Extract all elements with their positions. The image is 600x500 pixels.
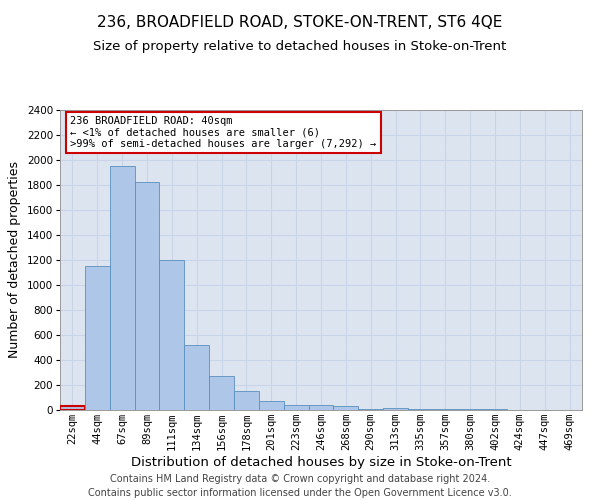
- Bar: [308, 405, 334, 410]
- Bar: [284, 405, 308, 410]
- Bar: [60, 406, 85, 410]
- Bar: [334, 406, 358, 410]
- Bar: [110, 166, 134, 410]
- Text: 236, BROADFIELD ROAD, STOKE-ON-TRENT, ST6 4QE: 236, BROADFIELD ROAD, STOKE-ON-TRENT, ST…: [97, 15, 503, 30]
- Text: Size of property relative to detached houses in Stoke-on-Trent: Size of property relative to detached ho…: [94, 40, 506, 53]
- Bar: [85, 266, 110, 410]
- Bar: [408, 409, 433, 410]
- Bar: [184, 345, 209, 410]
- X-axis label: Distribution of detached houses by size in Stoke-on-Trent: Distribution of detached houses by size …: [131, 456, 511, 469]
- Bar: [234, 391, 259, 410]
- Bar: [358, 409, 383, 410]
- Bar: [383, 408, 408, 410]
- Bar: [259, 400, 284, 410]
- Bar: [134, 182, 160, 410]
- Y-axis label: Number of detached properties: Number of detached properties: [8, 162, 21, 358]
- Text: Contains HM Land Registry data © Crown copyright and database right 2024.
Contai: Contains HM Land Registry data © Crown c…: [88, 474, 512, 498]
- Bar: [209, 376, 234, 410]
- Bar: [160, 260, 184, 410]
- Text: 236 BROADFIELD ROAD: 40sqm
← <1% of detached houses are smaller (6)
>99% of semi: 236 BROADFIELD ROAD: 40sqm ← <1% of deta…: [70, 116, 377, 149]
